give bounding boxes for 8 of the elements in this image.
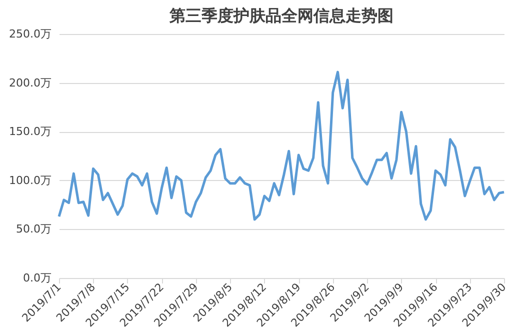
chart-title: 第三季度护肤品全网信息走势图: [168, 6, 394, 25]
y-tick-label: 250.0万: [9, 28, 52, 40]
line-series: [58, 70, 506, 221]
y-tick-label: 200.0万: [9, 76, 52, 90]
y-tick-label: 0.0万: [23, 272, 52, 284]
y-tick-label: 100.0万: [9, 174, 52, 187]
y-tick-label: 150.0万: [9, 125, 52, 138]
y-tick-label: 50.0万: [16, 222, 52, 236]
